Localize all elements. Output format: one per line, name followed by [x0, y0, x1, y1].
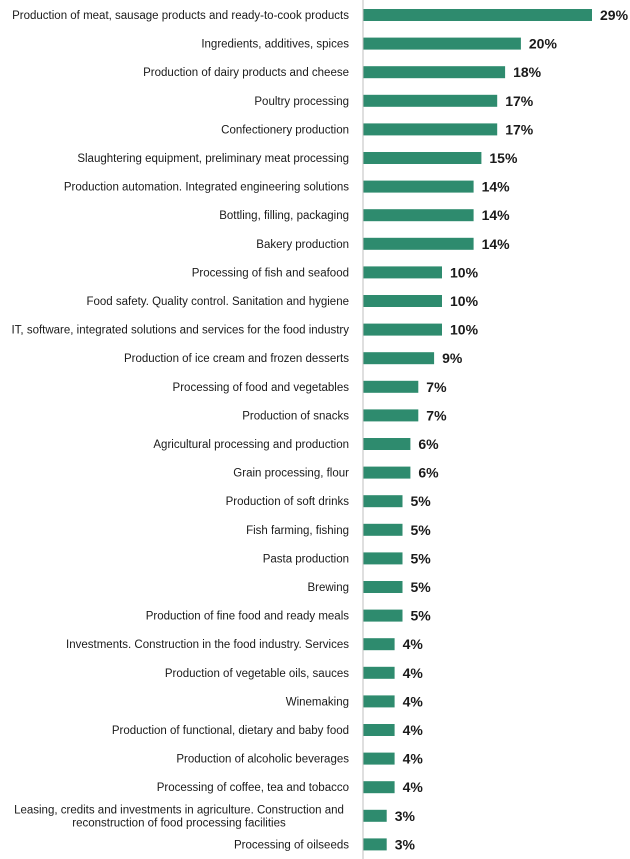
bar — [363, 581, 403, 593]
category-label: Processing of oilseeds — [234, 839, 349, 851]
category-label: Production of meat, sausage products and… — [12, 10, 349, 22]
value-label: 4% — [403, 722, 424, 738]
value-label: 6% — [418, 465, 439, 481]
category-label: Agricultural processing and production — [153, 439, 349, 451]
bar — [363, 123, 498, 136]
bar — [363, 209, 474, 222]
value-label: 17% — [505, 93, 534, 109]
bar — [363, 809, 387, 822]
bar — [363, 666, 395, 679]
value-label: 5% — [411, 579, 432, 595]
bar — [363, 438, 411, 450]
category-label: Brewing — [307, 582, 349, 594]
value-label: 4% — [403, 665, 424, 681]
value-label: 14% — [482, 207, 511, 223]
bar — [363, 295, 442, 307]
bar — [363, 37, 521, 50]
category-label: Poultry processing — [254, 96, 349, 108]
category-label: Production of fine food and ready meals — [146, 611, 350, 623]
category-label: Ingredients, additives, spices — [201, 39, 349, 51]
value-label: 10% — [450, 264, 479, 280]
category-label: Slaughtering equipment, preliminary meat… — [77, 153, 349, 165]
category-label: Production of dairy products and cheese — [143, 67, 349, 79]
category-label: Food safety. Quality control. Sanitation… — [86, 296, 349, 308]
category-label: Confectionery production — [221, 124, 349, 136]
category-label: Production of vegetable oils, sauces — [165, 668, 349, 680]
value-label: 5% — [411, 608, 432, 624]
value-labels-group: 29%20%18%17%17%15%14%14%14%10%10%10%9%7%… — [395, 7, 629, 852]
bar — [363, 724, 395, 736]
value-label: 9% — [442, 350, 463, 366]
value-label: 18% — [513, 64, 542, 80]
value-label: 4% — [403, 693, 424, 709]
category-label: Bakery production — [256, 239, 349, 251]
value-label: 29% — [600, 7, 629, 23]
bar — [363, 552, 403, 565]
bar — [363, 180, 474, 193]
value-label: 14% — [482, 236, 511, 252]
value-label: 10% — [450, 293, 479, 309]
category-label: Processing of food and vegetables — [173, 382, 350, 394]
bar — [363, 523, 403, 536]
category-label: Investments. Construction in the food in… — [66, 639, 349, 651]
category-label: Processing of coffee, tea and tobacco — [157, 782, 349, 794]
bar — [363, 66, 506, 79]
value-label: 4% — [403, 636, 424, 652]
value-label: 4% — [403, 779, 424, 795]
value-label: 5% — [411, 550, 432, 566]
value-label: 17% — [505, 121, 534, 137]
bar — [363, 152, 482, 164]
category-label: Production of alcoholic beverages — [176, 754, 349, 766]
value-label: 3% — [395, 836, 416, 852]
value-label: 3% — [395, 808, 416, 824]
category-label: Production of snacks — [242, 410, 349, 422]
category-label: Grain processing, flour — [233, 468, 349, 480]
bar — [363, 781, 395, 794]
category-label: Winemaking — [286, 696, 349, 708]
value-label: 7% — [426, 407, 447, 423]
bar — [363, 495, 403, 508]
bar — [363, 466, 411, 479]
bar — [363, 352, 435, 365]
value-label: 10% — [450, 322, 479, 338]
value-label: 15% — [489, 150, 518, 166]
bar — [363, 838, 387, 851]
value-label: 7% — [426, 379, 447, 395]
bar — [363, 9, 592, 21]
category-label: Production of ice cream and frozen desse… — [124, 353, 349, 365]
bar — [363, 695, 395, 708]
category-label: Leasing, credits and investments in agri… — [14, 804, 344, 829]
bar — [363, 609, 403, 622]
value-label: 5% — [411, 493, 432, 509]
category-labels-group: Production of meat, sausage products and… — [11, 10, 349, 851]
bar — [363, 266, 442, 279]
bars-group — [363, 9, 592, 851]
value-label: 4% — [403, 751, 424, 767]
category-label: Production of soft drinks — [226, 496, 350, 508]
bar — [363, 409, 419, 422]
value-label: 5% — [411, 522, 432, 538]
bar — [363, 323, 442, 336]
value-label: 20% — [529, 36, 558, 52]
category-label: Fish farming, fishing — [246, 525, 349, 537]
category-label: Production of functional, dietary and ba… — [112, 725, 349, 737]
category-label: Processing of fish and seafood — [192, 267, 349, 279]
bar — [363, 752, 395, 765]
value-label: 6% — [418, 436, 439, 452]
category-label: Pasta production — [263, 553, 349, 565]
bar — [363, 380, 419, 393]
bar — [363, 94, 498, 107]
category-label: Bottling, filling, packaging — [219, 210, 349, 222]
bar — [363, 237, 474, 250]
category-label: IT, software, integrated solutions and s… — [11, 325, 349, 337]
bar — [363, 638, 395, 651]
category-label: Production automation. Integrated engine… — [64, 182, 349, 194]
value-label: 14% — [482, 179, 511, 195]
